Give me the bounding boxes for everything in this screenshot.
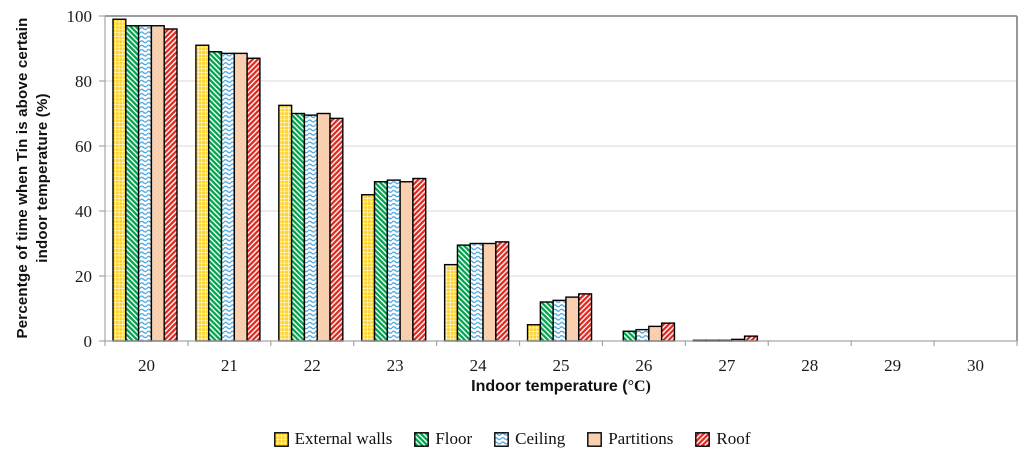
bar-ceiling-22 [303, 114, 318, 342]
bar-ceiling-23 [386, 179, 401, 342]
bar-partitions-26 [648, 325, 663, 342]
bar-roof-20 [163, 28, 178, 342]
legend-swatch-partitions [587, 431, 603, 447]
legend-swatch-external-walls [273, 431, 289, 447]
legend-item-roof: Roof [695, 429, 750, 449]
legend-label-roof: Roof [716, 429, 751, 448]
legend-item-floor: Floor [414, 429, 472, 449]
legend-item-partitions: Partitions [587, 429, 673, 449]
tick-labels: 0 20 40 60 80 100 20 21 22 23 24 25 26 27 28 29 30 [67, 7, 985, 375]
bar-roof-24 [495, 241, 510, 342]
x-axis-title: Indoor temperature (°C) [105, 378, 1017, 396]
bar-partitions-22 [316, 112, 331, 342]
y-axis-title: Percentge of time when Tin is above cert… [13, 18, 53, 339]
y-tick-label-20: 20 [75, 267, 92, 286]
y-tick-label-80: 80 [75, 72, 92, 91]
bar-floor-25 [539, 301, 554, 342]
x-tick-label-23: 23 [387, 356, 404, 375]
bar-partitions-25 [565, 296, 580, 342]
bar-roof-27 [743, 335, 759, 342]
bar-external-walls-24 [443, 263, 459, 342]
axes [99, 15, 1018, 346]
legend-label-partitions: Partitions [608, 429, 674, 448]
bar-floor-24 [456, 244, 471, 342]
y-tick-label-0: 0 [84, 332, 93, 351]
bar-external-walls-21 [195, 44, 210, 342]
legend-swatch-rect [587, 431, 603, 447]
legend-swatch-rect [695, 431, 711, 447]
bar-partitions-20 [150, 25, 165, 342]
legend-swatch-rect [273, 431, 289, 447]
x-tick-label-26: 26 [635, 356, 652, 375]
legend-item-ceiling: Ceiling [494, 429, 565, 449]
bar-floor-22 [290, 112, 306, 342]
bar-roof-26 [660, 322, 676, 342]
bar-floor-21 [208, 51, 223, 342]
x-tick-label-21: 21 [221, 356, 238, 375]
bar-roof-25 [578, 293, 593, 342]
x-axis-title-text: Indoor temperature ( [471, 378, 628, 395]
bar-partitions-24 [482, 242, 497, 342]
legend-swatch-floor [414, 431, 430, 447]
legend: External walls Floor Ceiling Partitions Roof [0, 429, 1024, 449]
bar-ceiling-20 [137, 25, 153, 342]
bar-ceiling-25 [552, 299, 567, 342]
bar-external-walls-23 [361, 194, 376, 342]
legend-swatch-rect [414, 431, 430, 447]
bar-floor-23 [373, 181, 389, 342]
legend-label-ceiling: Ceiling [515, 429, 566, 448]
bar-roof-22 [329, 117, 344, 342]
x-tick-label-28: 28 [801, 356, 818, 375]
bars [112, 18, 759, 342]
y-tick-label-60: 60 [75, 137, 92, 156]
y-axis-title-line1: Percentge of time when Tin is above cert… [14, 17, 32, 339]
bar-external-walls-22 [278, 104, 293, 342]
y-axis-title-line2: indoor temperature (%) [34, 93, 51, 263]
bar-ceiling-21 [220, 52, 236, 342]
bar-external-walls-20 [112, 18, 127, 342]
x-tick-label-27: 27 [718, 356, 736, 375]
legend-swatch-ceiling [494, 431, 510, 447]
x-tick-label-30: 30 [967, 356, 984, 375]
x-tick-label-22: 22 [304, 356, 321, 375]
bar-ceiling-24 [469, 242, 484, 342]
bar-floor-26 [622, 330, 637, 342]
legend-item-external-walls: External walls [273, 429, 393, 449]
legend-label-external-walls: External walls [294, 429, 393, 448]
legend-label-floor: Floor [435, 429, 473, 448]
y-tick-label-40: 40 [75, 202, 92, 221]
y-tick-label-100: 100 [67, 7, 93, 26]
bar-floor-20 [125, 25, 140, 342]
legend-swatch-roof [695, 431, 711, 447]
bar-external-walls-25 [526, 324, 542, 342]
x-axis-title-unit: °C) [627, 378, 651, 395]
x-tick-label-29: 29 [884, 356, 901, 375]
legend-swatch-rect [494, 431, 510, 447]
bar-roof-23 [412, 177, 427, 342]
bar-partitions-23 [399, 181, 414, 342]
x-tick-label-25: 25 [553, 356, 570, 375]
bar-ceiling-26 [635, 328, 650, 342]
x-tick-label-24: 24 [470, 356, 488, 375]
x-tick-label-20: 20 [138, 356, 155, 375]
bar-roof-21 [246, 57, 261, 342]
bar-partitions-21 [233, 52, 248, 342]
